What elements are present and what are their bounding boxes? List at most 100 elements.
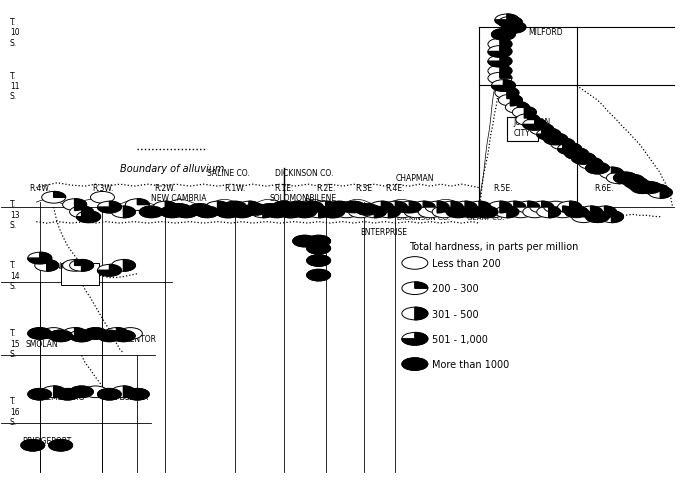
Polygon shape xyxy=(495,15,519,27)
Polygon shape xyxy=(402,206,414,212)
Ellipse shape xyxy=(174,206,198,218)
Text: R.3E: R.3E xyxy=(356,184,372,193)
Ellipse shape xyxy=(125,388,149,400)
Polygon shape xyxy=(491,81,515,92)
Text: R.4E.: R.4E. xyxy=(386,184,405,193)
Ellipse shape xyxy=(488,46,512,58)
Ellipse shape xyxy=(307,236,330,247)
Ellipse shape xyxy=(55,388,80,400)
Polygon shape xyxy=(262,206,275,218)
Polygon shape xyxy=(123,386,135,398)
Ellipse shape xyxy=(488,66,512,78)
Text: MILFORD: MILFORD xyxy=(528,28,562,38)
Ellipse shape xyxy=(530,124,554,136)
Ellipse shape xyxy=(579,158,603,170)
Ellipse shape xyxy=(111,330,135,342)
Ellipse shape xyxy=(565,206,589,218)
Ellipse shape xyxy=(62,328,87,340)
Ellipse shape xyxy=(592,206,617,218)
Text: R.1E.: R.1E. xyxy=(274,184,293,193)
Polygon shape xyxy=(524,107,536,119)
Polygon shape xyxy=(618,173,631,184)
Ellipse shape xyxy=(585,163,610,175)
Polygon shape xyxy=(612,168,624,174)
Polygon shape xyxy=(318,206,330,218)
Ellipse shape xyxy=(300,202,323,213)
Ellipse shape xyxy=(425,202,449,213)
Text: Less than 200: Less than 200 xyxy=(432,259,500,268)
Ellipse shape xyxy=(293,206,316,218)
Polygon shape xyxy=(510,95,522,107)
Polygon shape xyxy=(438,202,449,213)
Ellipse shape xyxy=(286,202,309,213)
Ellipse shape xyxy=(76,211,101,223)
Ellipse shape xyxy=(516,202,540,213)
Ellipse shape xyxy=(307,236,330,247)
Ellipse shape xyxy=(97,388,121,400)
Ellipse shape xyxy=(488,73,512,85)
Polygon shape xyxy=(584,211,596,217)
Polygon shape xyxy=(465,202,477,213)
Ellipse shape xyxy=(488,56,512,68)
Polygon shape xyxy=(500,66,512,78)
Polygon shape xyxy=(507,88,519,100)
Ellipse shape xyxy=(28,328,52,340)
Ellipse shape xyxy=(402,333,428,346)
Text: R.3W.: R.3W. xyxy=(92,184,113,193)
Ellipse shape xyxy=(505,102,529,114)
Ellipse shape xyxy=(502,202,526,213)
Polygon shape xyxy=(395,202,407,213)
Polygon shape xyxy=(398,202,421,213)
Polygon shape xyxy=(218,202,230,213)
Ellipse shape xyxy=(307,255,330,267)
Ellipse shape xyxy=(411,202,435,213)
Polygon shape xyxy=(517,102,529,108)
Ellipse shape xyxy=(620,175,645,187)
Ellipse shape xyxy=(523,119,547,131)
Ellipse shape xyxy=(49,440,73,451)
Ellipse shape xyxy=(314,202,337,213)
Ellipse shape xyxy=(467,202,491,213)
Polygon shape xyxy=(116,328,128,340)
Ellipse shape xyxy=(258,204,282,216)
Ellipse shape xyxy=(402,307,428,320)
Ellipse shape xyxy=(69,260,94,272)
Ellipse shape xyxy=(272,202,295,213)
Ellipse shape xyxy=(286,202,309,213)
Text: T.
16
S.: T. 16 S. xyxy=(10,397,20,427)
Ellipse shape xyxy=(230,206,254,218)
Ellipse shape xyxy=(523,206,547,218)
Ellipse shape xyxy=(21,440,45,451)
Ellipse shape xyxy=(55,388,80,400)
Polygon shape xyxy=(500,202,512,213)
Polygon shape xyxy=(451,202,463,213)
Ellipse shape xyxy=(558,202,582,213)
Ellipse shape xyxy=(537,129,561,141)
Ellipse shape xyxy=(28,253,52,264)
Text: SMOLAN: SMOLAN xyxy=(26,339,58,348)
Ellipse shape xyxy=(638,183,662,194)
Ellipse shape xyxy=(279,206,302,218)
Text: T.
15
S.: T. 15 S. xyxy=(10,328,20,358)
Ellipse shape xyxy=(624,178,648,189)
Ellipse shape xyxy=(307,270,330,282)
Text: 200 - 300: 200 - 300 xyxy=(432,284,478,294)
Text: R.6E.: R.6E. xyxy=(595,184,614,193)
Ellipse shape xyxy=(62,260,87,272)
Ellipse shape xyxy=(565,148,589,160)
Text: BRIDGEPORT: BRIDGEPORT xyxy=(22,436,71,445)
Polygon shape xyxy=(402,333,428,346)
Polygon shape xyxy=(657,185,668,191)
Polygon shape xyxy=(165,202,177,213)
Ellipse shape xyxy=(293,236,316,247)
Ellipse shape xyxy=(495,15,519,27)
Ellipse shape xyxy=(565,206,589,218)
Polygon shape xyxy=(542,202,554,207)
Ellipse shape xyxy=(188,204,212,216)
Polygon shape xyxy=(123,206,135,218)
Polygon shape xyxy=(549,206,561,218)
Text: SOLOMON: SOLOMON xyxy=(270,193,309,203)
Ellipse shape xyxy=(195,206,219,218)
Ellipse shape xyxy=(153,202,177,213)
Polygon shape xyxy=(76,211,101,223)
